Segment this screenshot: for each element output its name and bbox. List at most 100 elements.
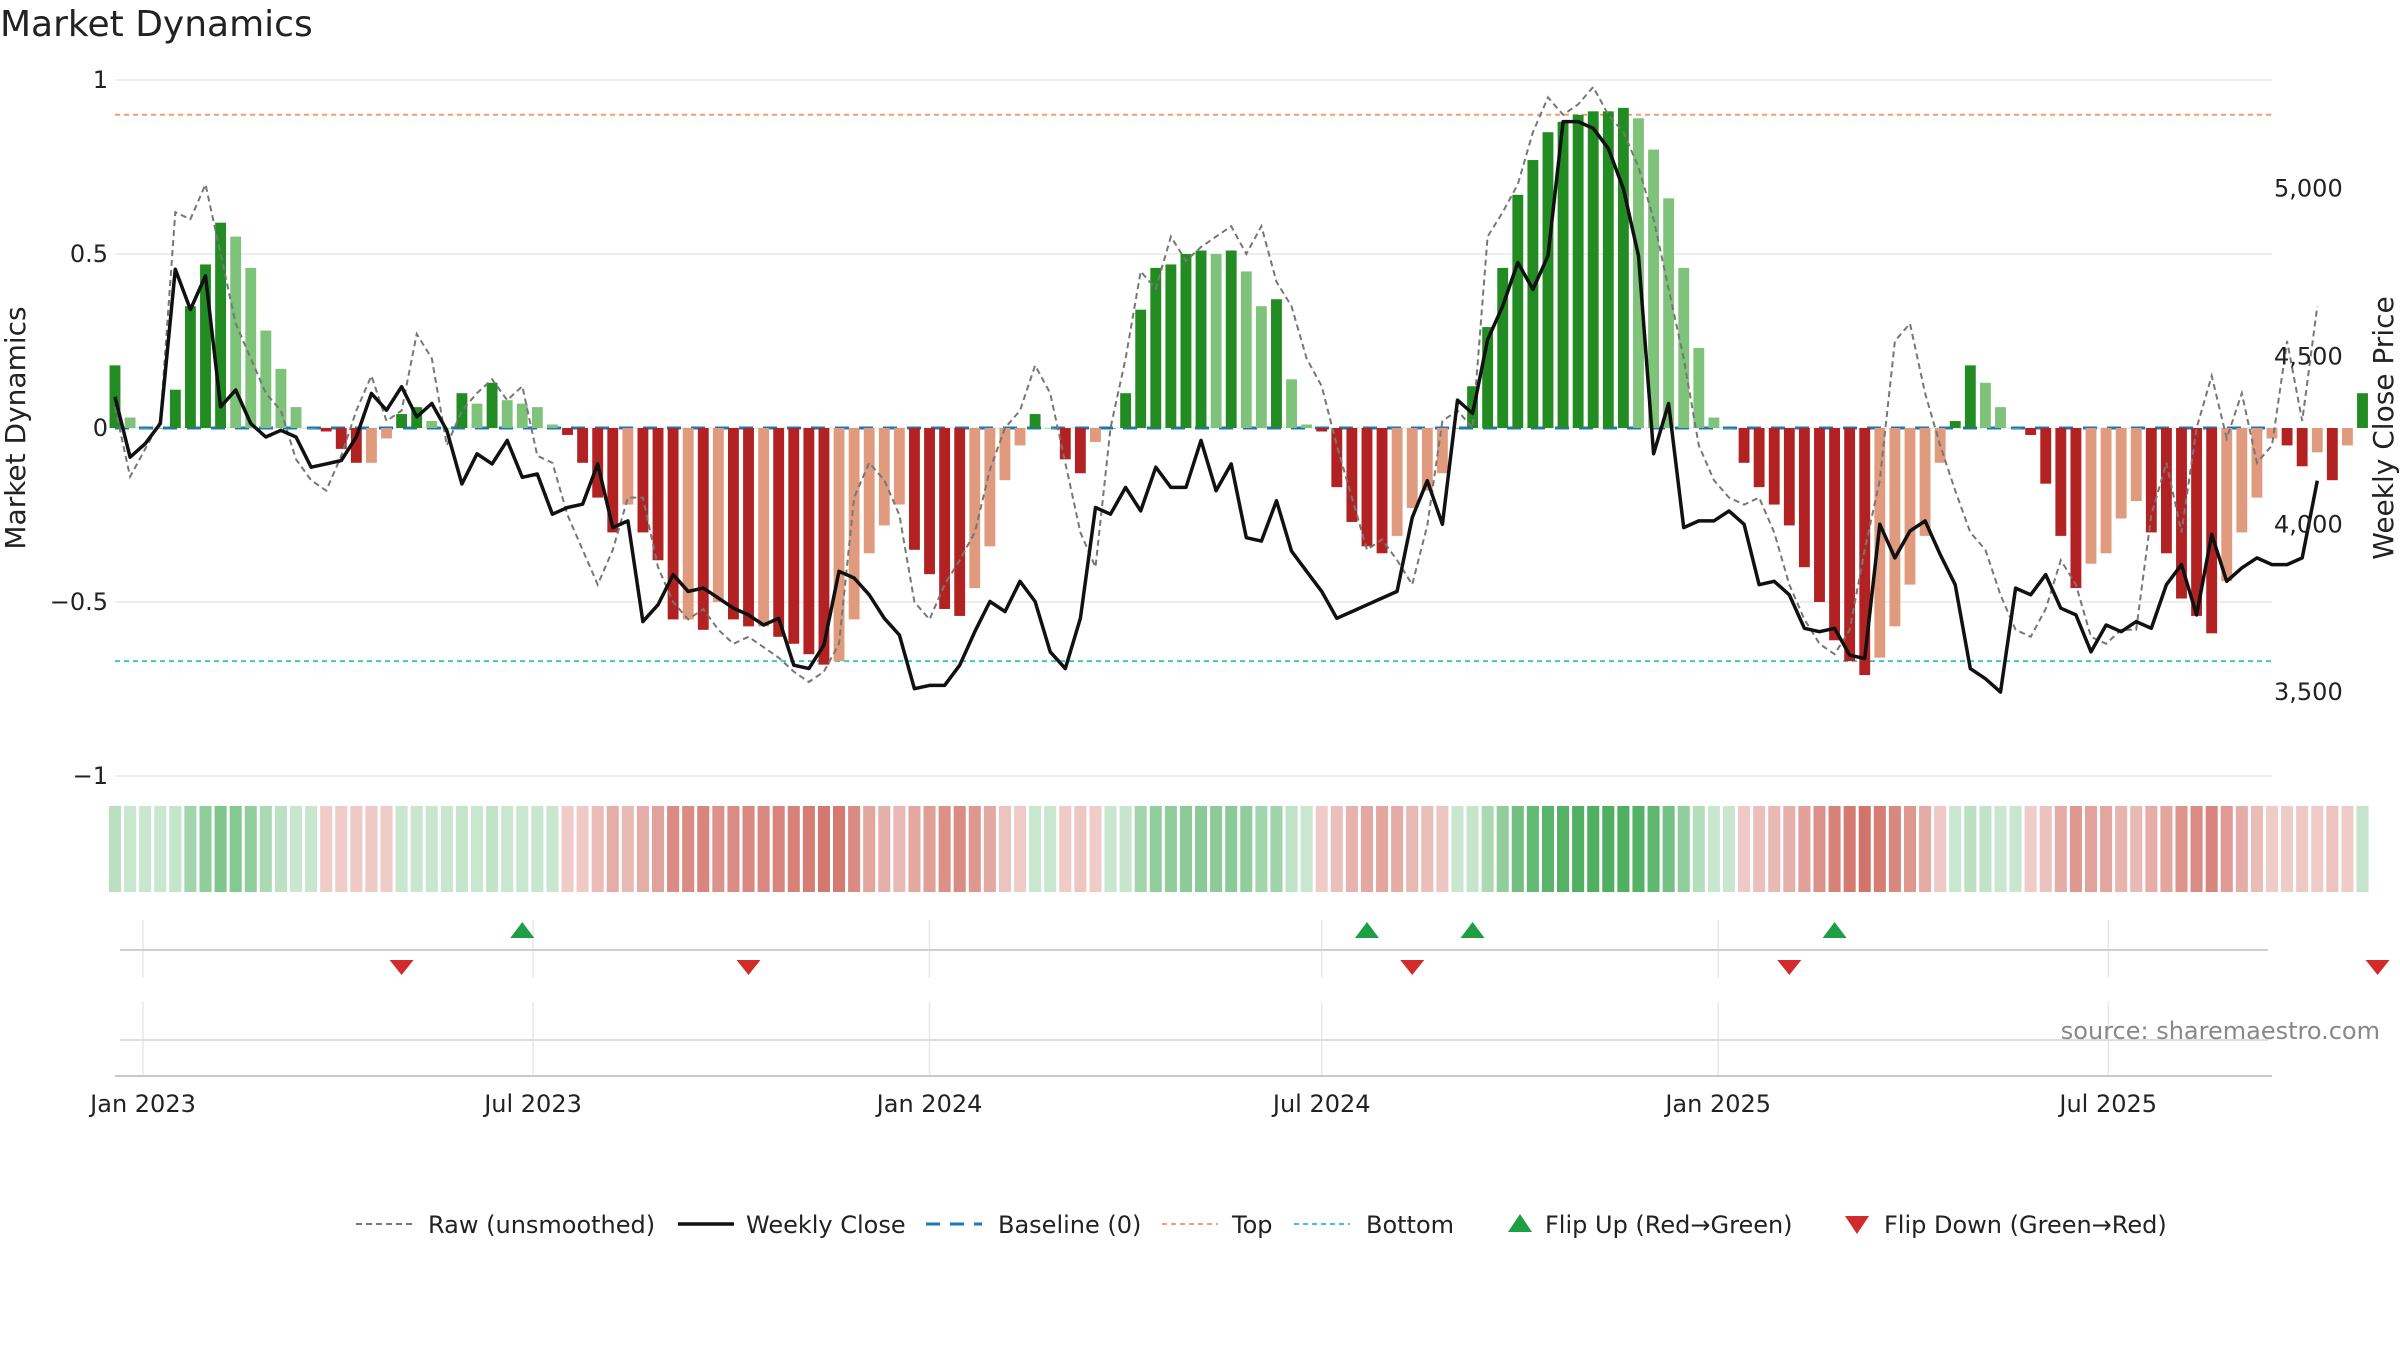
strip-cell	[2024, 806, 2037, 892]
strip-cell	[108, 806, 122, 892]
strip-cell	[1738, 806, 1751, 892]
bar	[1904, 428, 1916, 585]
strip-cell	[274, 806, 287, 892]
bar	[2025, 428, 2037, 435]
strip-cell	[1255, 806, 1268, 892]
bar	[1059, 428, 1071, 460]
bar	[365, 428, 377, 463]
bar	[1255, 306, 1267, 428]
strip-cell	[1330, 806, 1343, 892]
bar	[486, 382, 498, 428]
bar	[1693, 347, 1705, 428]
strip-cell	[576, 806, 589, 892]
strip-cell	[1225, 806, 1238, 892]
flip-down-marker	[389, 960, 414, 975]
bar	[2357, 393, 2368, 428]
bar	[999, 428, 1011, 481]
bar	[1844, 428, 1856, 662]
strip-cell	[712, 806, 725, 892]
strip-cell	[2069, 806, 2082, 892]
legend-label: Bottom	[1366, 1211, 1454, 1239]
strip-cell	[1753, 806, 1766, 892]
legend-label: Raw (unsmoothed)	[428, 1211, 655, 1239]
bar	[1527, 160, 1539, 429]
strip-cell	[365, 806, 378, 892]
bar	[954, 428, 966, 616]
bar	[2040, 428, 2052, 484]
strip-cell	[772, 806, 785, 892]
strip-cell	[2009, 806, 2022, 892]
bar	[1482, 327, 1494, 428]
strip-cell	[395, 806, 408, 892]
y2-axis-label: Weekly Close Price	[2367, 296, 2400, 559]
bar	[381, 428, 392, 439]
strip-cell	[1919, 806, 1932, 892]
strip-cell	[1903, 806, 1917, 892]
strip-cell	[455, 806, 468, 892]
bar	[154, 428, 166, 429]
strip-cell	[1496, 806, 1509, 892]
strip-cell	[2100, 806, 2113, 892]
bar	[2115, 428, 2127, 519]
bar	[893, 428, 905, 505]
strip-cell	[2250, 806, 2263, 892]
strip-cell	[1526, 806, 1539, 892]
bar	[1783, 428, 1795, 526]
strip-cell	[2190, 806, 2203, 892]
bar	[924, 428, 935, 575]
strip-cell	[2311, 806, 2324, 892]
strip-cell	[244, 806, 257, 892]
x-tick-label: Jul 2023	[482, 1090, 582, 1118]
bar	[1105, 428, 1116, 429]
y-tick-label: −1	[73, 762, 108, 790]
bar	[516, 403, 528, 428]
strip-cell	[1964, 806, 1977, 892]
bar	[1889, 428, 1901, 627]
strip-cell	[1768, 806, 1781, 892]
bar	[712, 428, 724, 602]
regime-strip	[108, 806, 2369, 892]
bar	[275, 368, 287, 428]
strip-cell	[124, 806, 137, 892]
strip-cell	[1195, 806, 1208, 892]
strip-cell	[983, 806, 996, 892]
strip-cell	[1014, 806, 1027, 892]
x-tick-label: Jan 2024	[875, 1090, 983, 1118]
bar	[577, 428, 589, 463]
strip-cell	[1934, 806, 1947, 892]
strip-cell	[742, 806, 755, 892]
bar	[1829, 428, 1840, 641]
y-tick-label: 1	[93, 66, 108, 94]
bar	[1361, 428, 1373, 547]
strip-cell	[1979, 806, 1992, 892]
bar	[1271, 299, 1282, 428]
strip-cell	[2084, 806, 2098, 892]
bar	[1557, 121, 1569, 428]
bar	[1210, 254, 1222, 428]
bar	[818, 428, 830, 665]
strip-cell	[1873, 806, 1886, 892]
strip-cell	[1406, 806, 1419, 892]
bar	[215, 222, 227, 428]
bar	[1798, 428, 1810, 568]
strip-cell	[591, 806, 604, 892]
strip-cell	[154, 806, 167, 892]
x-tick-label: Jul 2025	[2057, 1090, 2157, 1118]
x-tick-label: Jan 2025	[1663, 1090, 1771, 1118]
legend-label: Top	[1231, 1211, 1273, 1239]
bar	[2145, 428, 2157, 533]
strip-cell	[667, 806, 680, 892]
bar	[1044, 428, 1056, 429]
bar	[1165, 264, 1177, 428]
bar	[1512, 194, 1524, 428]
strip-cell	[697, 806, 710, 892]
bar	[1120, 393, 1132, 428]
bar	[1814, 428, 1825, 602]
line-series	[113, 85, 2320, 694]
bar	[773, 428, 785, 637]
reference-lines	[115, 113, 2272, 663]
strip-cell	[1315, 806, 1328, 892]
bar	[396, 414, 408, 428]
flip-down-marker	[1400, 960, 1425, 975]
strip-cell	[350, 806, 363, 892]
